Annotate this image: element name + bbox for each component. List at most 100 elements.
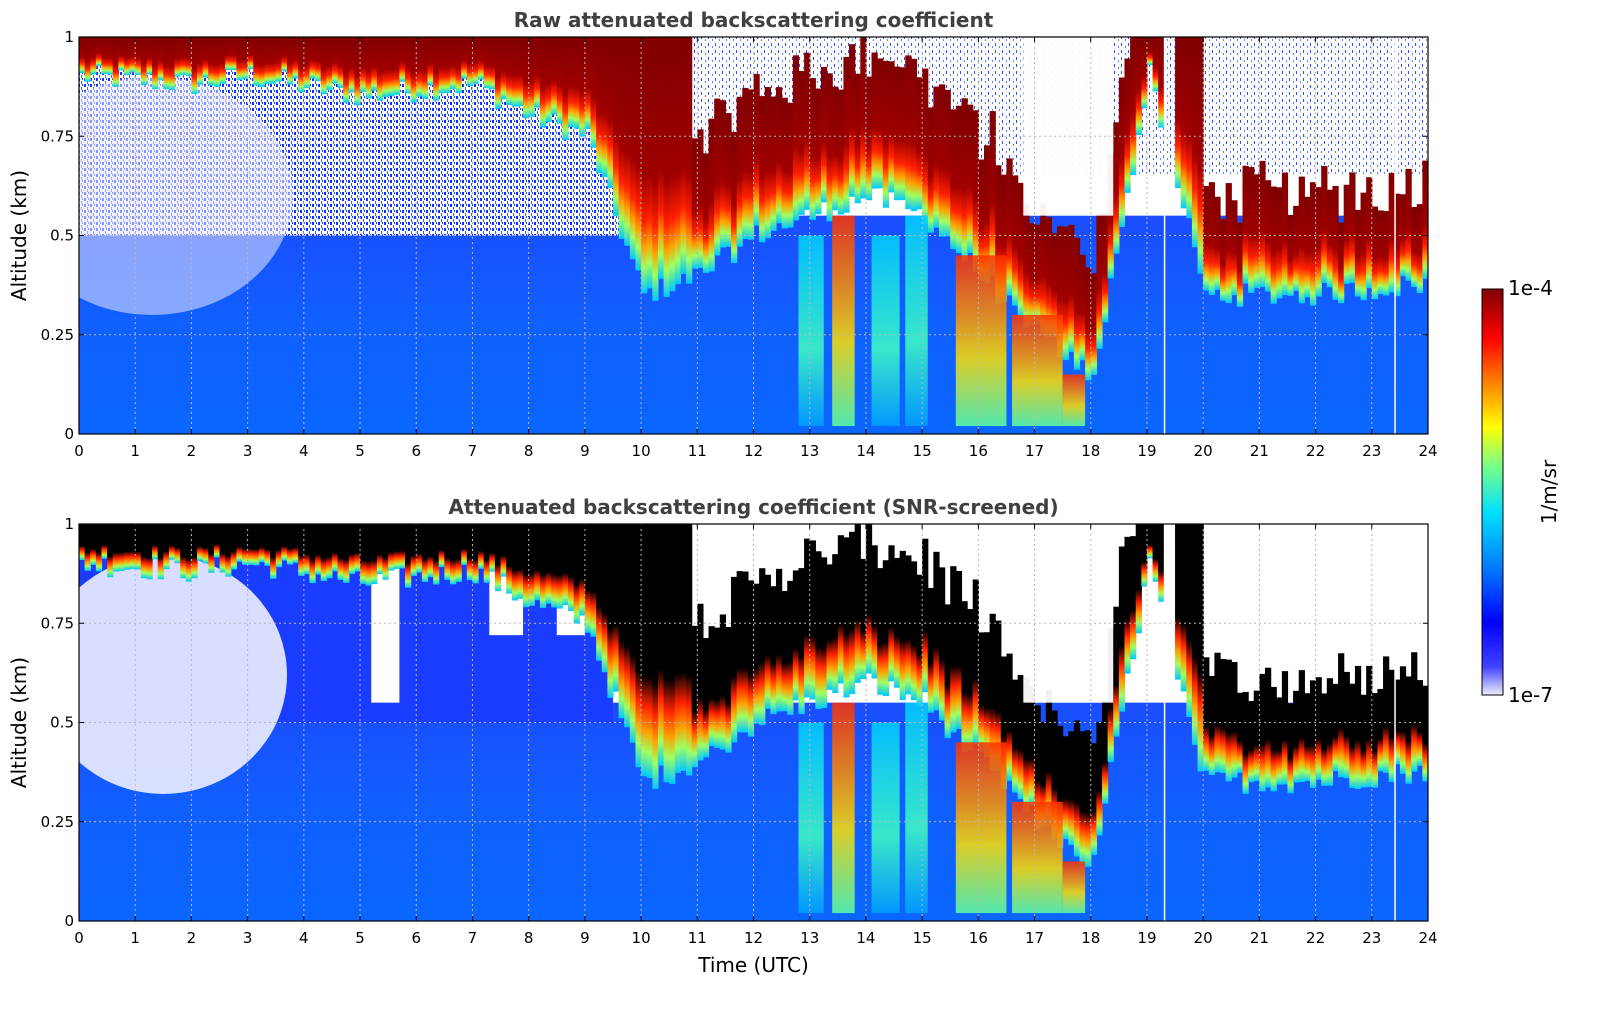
cloud-cell — [1298, 670, 1305, 783]
cloud-cell — [320, 524, 327, 581]
cloud-cell — [523, 524, 530, 608]
cloud-cell — [1130, 37, 1137, 176]
cloud-cell — [1191, 37, 1199, 248]
cloud-cell — [1045, 689, 1053, 826]
cloud-cell — [1175, 37, 1182, 189]
cloud-cell — [1079, 731, 1086, 865]
cloud-cell — [157, 524, 164, 580]
cloud-cell — [759, 568, 766, 726]
cloud-cell — [545, 37, 552, 122]
cloud-cell — [1383, 656, 1390, 773]
cloud-cell — [264, 524, 271, 566]
cloud-cell — [1118, 77, 1126, 228]
cloud-cell — [708, 118, 715, 272]
cloud-cell — [714, 98, 721, 256]
cloud-cell — [1096, 213, 1103, 349]
cloud-cell — [1360, 192, 1367, 301]
cloud-cell — [1062, 226, 1069, 361]
cloud-cell — [1259, 160, 1266, 288]
grid — [79, 524, 1428, 921]
cloud-cell — [1180, 524, 1187, 692]
cloud-cell — [916, 77, 923, 210]
x-tick-label: 7 — [468, 929, 478, 947]
cloud-cell — [500, 37, 507, 100]
cloud-cell — [1264, 667, 1272, 788]
cloud-cell — [753, 583, 760, 724]
cloud-cell — [354, 524, 361, 572]
cloud-cell — [112, 37, 119, 87]
x-tick-label: 5 — [355, 442, 365, 460]
cloud-cell — [865, 524, 873, 674]
cloud-cell — [539, 524, 547, 608]
cloud-cell — [1405, 168, 1412, 281]
cloud-cell — [511, 524, 519, 601]
cloud-cell — [1057, 725, 1064, 849]
x-axis-label: Time (UTC) — [697, 953, 809, 977]
cloud-cell — [865, 76, 873, 201]
cloud-cell — [1321, 166, 1328, 283]
cloud-cell — [1321, 693, 1328, 786]
x-tick-label: 7 — [468, 442, 478, 460]
cloud-cell — [562, 37, 569, 140]
cloud-cell — [1366, 665, 1373, 788]
cloud-cell — [629, 524, 637, 743]
panel-raw: 0 1 2 3 4 5 6 7 8 9 10 11 12 13 14 15 16 17 18 19 20 21 22 23 24… — [7, 8, 1438, 460]
precipitation-streak — [1012, 801, 1063, 914]
x-tick-label: 19 — [1137, 929, 1156, 947]
cloud-cell — [798, 568, 805, 715]
precipitation-streak — [1062, 374, 1086, 427]
cloud-cell — [792, 570, 800, 701]
x-tick-label: 1 — [130, 929, 140, 947]
cloud-cell — [309, 524, 316, 584]
cloud-cell — [635, 524, 642, 768]
cloud-cell — [624, 37, 631, 246]
cloud-cell — [382, 524, 389, 580]
cloud-cell — [854, 524, 861, 683]
cloud-cell — [579, 524, 586, 616]
cloud-cell — [1304, 693, 1311, 781]
cloud-cell — [1073, 237, 1081, 370]
cloud-cell — [118, 37, 125, 71]
cloud-cell — [938, 84, 946, 237]
cloud-cell — [1264, 180, 1272, 292]
cloud-cell — [388, 37, 395, 96]
cloud-cell — [775, 87, 783, 224]
cloud-cell — [1090, 743, 1097, 856]
cloud-cell — [989, 613, 996, 771]
cloud-cell — [1220, 658, 1227, 774]
cloud-cell — [416, 37, 423, 97]
cloud-cell — [101, 37, 108, 75]
x-tick-label: 3 — [243, 442, 253, 460]
cloud-cell — [1028, 686, 1036, 807]
cloud-cell — [1141, 37, 1148, 109]
cloud-cell — [680, 524, 687, 771]
cloud-cell — [832, 86, 839, 211]
cloud-cell — [360, 37, 367, 93]
cloud-cell — [1000, 174, 1008, 302]
cloud-cell — [455, 524, 462, 582]
cloud-cell — [1315, 677, 1322, 780]
cloud-cell — [624, 524, 631, 728]
cloud-cell — [612, 524, 620, 692]
cloud-cell — [152, 524, 159, 560]
precipitation-streak — [871, 722, 900, 914]
cloud-cell — [1175, 524, 1182, 680]
cloud-cell — [551, 524, 558, 608]
cloud-cell — [1236, 222, 1244, 307]
cloud-cell — [686, 37, 693, 284]
cloud-cell — [1287, 703, 1294, 794]
x-tick-label: 3 — [243, 929, 253, 947]
cloud-cell — [1197, 524, 1204, 772]
cloud-cell — [320, 37, 327, 95]
x-tick-label: 17 — [1025, 929, 1044, 947]
cloud-cell — [191, 524, 198, 579]
cloud-cell — [995, 620, 1002, 771]
y-axis-label: Altitude (km) — [7, 657, 31, 788]
cloud-cell — [315, 37, 322, 82]
cloud-cell — [944, 89, 951, 237]
cloud-cell — [129, 37, 136, 73]
x-tick-label: 6 — [411, 442, 421, 460]
cloud-cell — [303, 524, 311, 575]
cloud-cell — [472, 524, 479, 584]
